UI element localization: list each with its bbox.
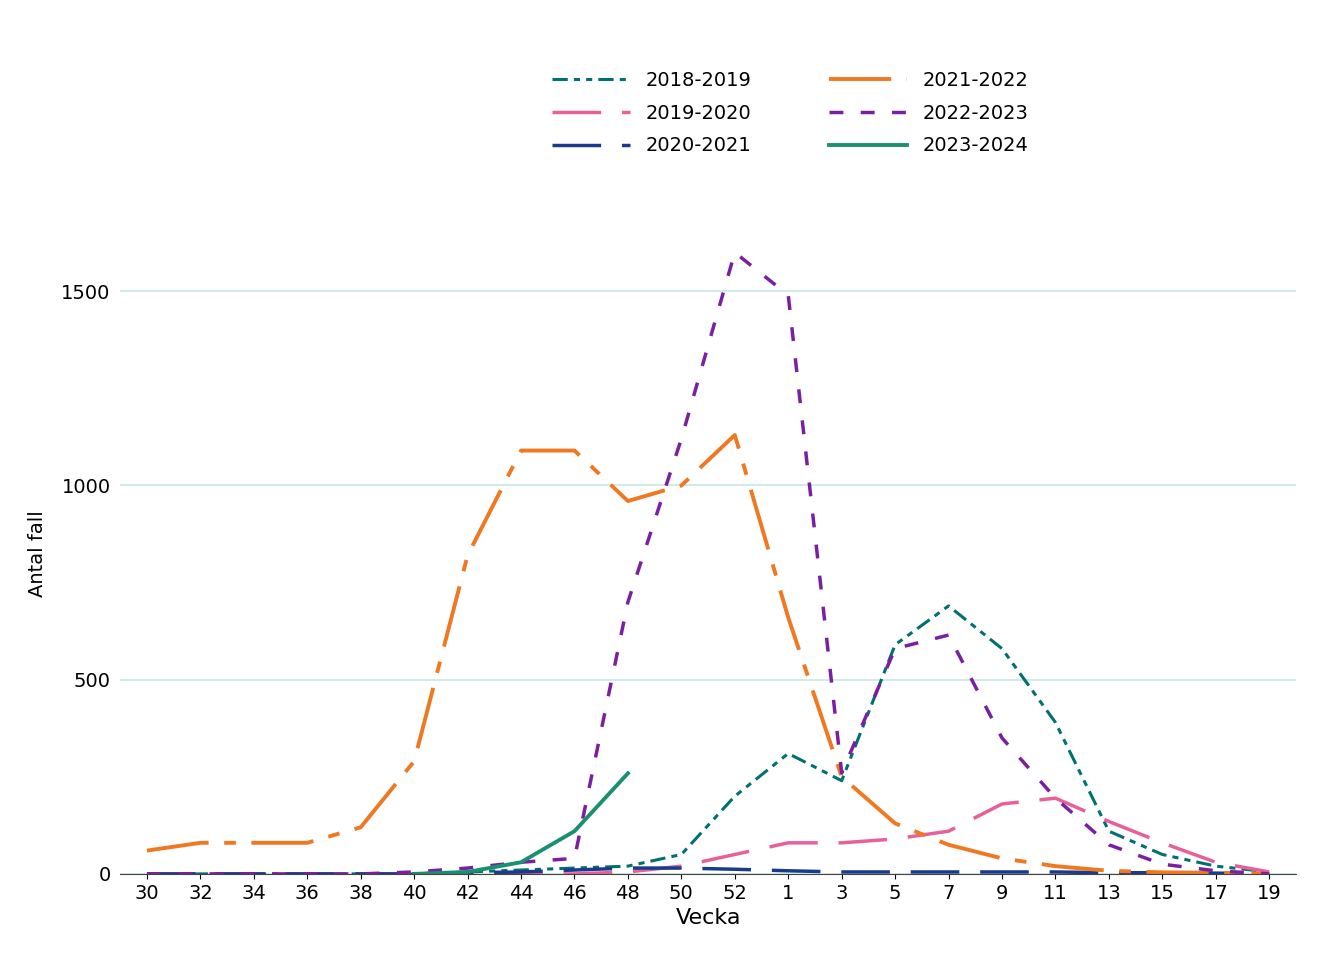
X-axis label: Vecka: Vecka	[675, 908, 741, 928]
Legend: 2018-2019, 2019-2020, 2020-2021, 2021-2022, 2022-2023, 2023-2024: 2018-2019, 2019-2020, 2020-2021, 2021-20…	[545, 63, 1037, 163]
Y-axis label: Antal fall: Antal fall	[28, 510, 47, 597]
